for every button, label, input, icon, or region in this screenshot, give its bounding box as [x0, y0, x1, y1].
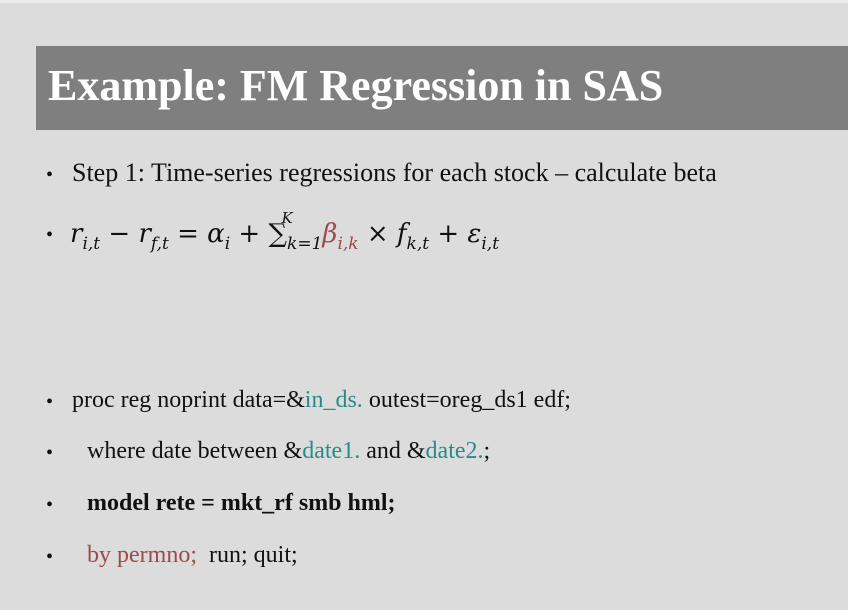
bullet-dot: • [46, 391, 54, 413]
code-text: outest=oreg_ds1 edf; [362, 387, 571, 413]
formula-alpha-sub: i [224, 234, 231, 254]
formula-f-sub: k,t [406, 234, 430, 254]
code-where: where date between &date1. and &date2.; [87, 438, 490, 465]
bullet-dot: • [46, 224, 54, 246]
formula-beta-symbol: β [322, 219, 338, 249]
formula-sum: ∑k=1 K [268, 209, 323, 254]
code-macro-var: date1. [302, 438, 361, 464]
formula-rf-sub: f,t [150, 234, 169, 254]
code-by: by permno; run; quit; [87, 542, 298, 569]
formula-times: × [366, 219, 389, 249]
bullet-dot: • [46, 164, 54, 186]
formula-plus: + [437, 219, 460, 249]
code-model: model rete = mkt_rf smb hml; [87, 490, 396, 516]
formula-sum-sub: k=1 [287, 234, 323, 254]
bullet-dot: • [46, 546, 54, 568]
code-text: where date between & [87, 438, 303, 464]
code-macro-var: in_ds. [304, 387, 363, 413]
formula-plus: + [238, 219, 261, 249]
formula-minus: − [108, 219, 131, 249]
title-bar: Example: FM Regression in SAS [36, 46, 848, 130]
step-1-text: Step 1: Time-series regressions for each… [72, 158, 717, 187]
top-border [0, 0, 848, 3]
bullet-dot: • [46, 494, 54, 516]
code-by-permno: by permno; [87, 542, 197, 568]
formula-beta-sub: i,k [337, 234, 359, 254]
formula-epsilon-sub: i,t [481, 234, 500, 254]
formula-epsilon: ε [467, 219, 482, 249]
formula-beta: βi,k [322, 219, 358, 254]
formula-sum-sup: K [281, 209, 293, 227]
code-macro-var: date2. [425, 438, 484, 464]
formula-equals: = [177, 219, 199, 249]
formula-r: r [70, 219, 83, 249]
code-text: and & [360, 438, 426, 464]
bullet-dot: • [46, 442, 54, 464]
slide-title: Example: FM Regression in SAS [48, 61, 664, 110]
formula-f: f [396, 219, 407, 249]
formula-r-sub: i,t [82, 234, 101, 254]
formula-alpha: α [207, 219, 225, 249]
code-text: proc reg noprint data=& [72, 387, 305, 413]
code-text: ; [483, 438, 491, 464]
formula-sum-sign: ∑ [268, 219, 288, 249]
formula-rf: r [138, 219, 151, 249]
code-proc-reg: proc reg noprint data=&in_ds. outest=ore… [72, 387, 571, 414]
code-text: run; quit; [196, 542, 298, 568]
